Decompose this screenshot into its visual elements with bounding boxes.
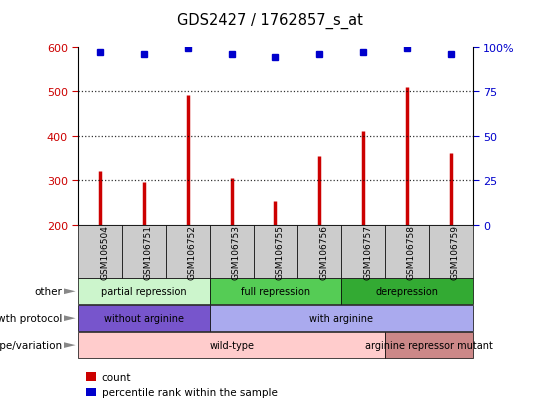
Text: growth protocol: growth protocol xyxy=(0,313,62,323)
Text: count: count xyxy=(102,372,131,382)
Polygon shape xyxy=(64,316,76,321)
Text: partial repression: partial repression xyxy=(101,287,187,297)
Text: GSM106504: GSM106504 xyxy=(100,225,109,279)
Text: GSM106757: GSM106757 xyxy=(363,225,372,279)
Text: GSM106755: GSM106755 xyxy=(275,225,285,279)
Text: GSM106759: GSM106759 xyxy=(450,225,460,279)
Text: percentile rank within the sample: percentile rank within the sample xyxy=(102,387,278,397)
Polygon shape xyxy=(64,289,76,294)
Text: derepression: derepression xyxy=(375,287,438,297)
Text: GSM106752: GSM106752 xyxy=(188,225,197,279)
Text: GSM106756: GSM106756 xyxy=(319,225,328,279)
Text: wild-type: wild-type xyxy=(209,340,254,350)
Text: full repression: full repression xyxy=(241,287,310,297)
Text: genotype/variation: genotype/variation xyxy=(0,340,62,350)
Text: GDS2427 / 1762857_s_at: GDS2427 / 1762857_s_at xyxy=(177,12,363,28)
Text: other: other xyxy=(34,287,62,297)
Text: with arginine: with arginine xyxy=(309,313,373,323)
Polygon shape xyxy=(64,342,76,348)
Text: arginine repressor mutant: arginine repressor mutant xyxy=(364,340,492,350)
Text: GSM106758: GSM106758 xyxy=(407,225,416,279)
Text: GSM106751: GSM106751 xyxy=(144,225,153,279)
Text: GSM106753: GSM106753 xyxy=(232,225,241,279)
Text: without arginine: without arginine xyxy=(104,313,184,323)
